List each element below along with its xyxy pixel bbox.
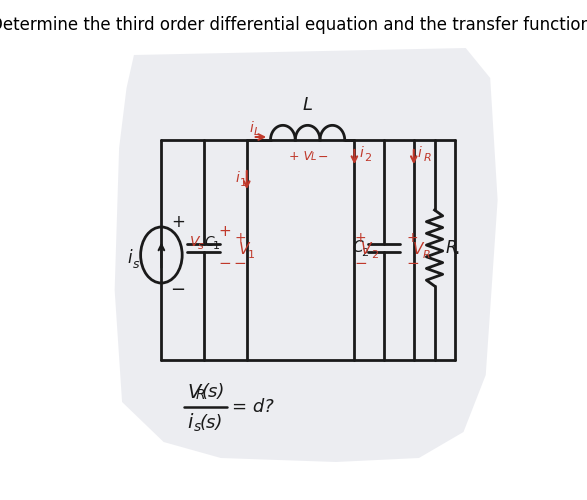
Text: −: − [219,256,232,270]
Text: .: . [454,238,461,258]
Text: −: − [354,256,367,272]
Text: + V: + V [289,150,312,164]
Text: 1: 1 [248,250,255,260]
Text: s: s [133,258,140,270]
Text: 1: 1 [239,178,247,188]
Text: +: + [234,231,246,245]
Text: Determine the third order differential equation and the transfer function.: Determine the third order differential e… [0,16,587,34]
Text: i: i [418,146,421,160]
Text: +: + [406,231,418,245]
Text: V: V [361,242,372,258]
Text: R: R [195,388,205,402]
Text: L: L [254,127,260,137]
Text: 2: 2 [361,248,368,258]
Text: V: V [238,242,249,258]
Text: (s): (s) [200,414,224,432]
Text: s: s [194,420,201,434]
Text: −: − [406,256,419,272]
Text: 1: 1 [213,241,220,251]
Text: −: − [234,256,247,272]
Text: 2: 2 [371,250,378,260]
Text: L: L [311,152,316,162]
Text: +: + [171,213,185,231]
Text: C: C [204,235,214,249]
Text: +: + [355,231,366,245]
Text: R: R [445,239,457,257]
Text: +: + [219,224,232,240]
Text: s: s [198,241,204,251]
Text: V: V [413,242,423,258]
Text: i: i [127,249,132,267]
Text: 2: 2 [364,153,372,163]
Text: i: i [187,414,193,432]
Text: i: i [359,146,363,160]
Text: V: V [190,235,200,249]
Text: V: V [187,382,201,402]
Text: = d?: = d? [232,398,274,416]
Text: C: C [352,240,363,256]
Text: R: R [423,153,431,163]
Polygon shape [114,48,498,462]
Text: −: − [317,150,328,164]
Text: −: − [170,281,185,299]
Text: i: i [235,171,239,185]
Text: (s): (s) [201,383,225,401]
Text: L: L [303,96,313,114]
Text: i: i [249,121,253,135]
Text: R: R [423,250,430,260]
